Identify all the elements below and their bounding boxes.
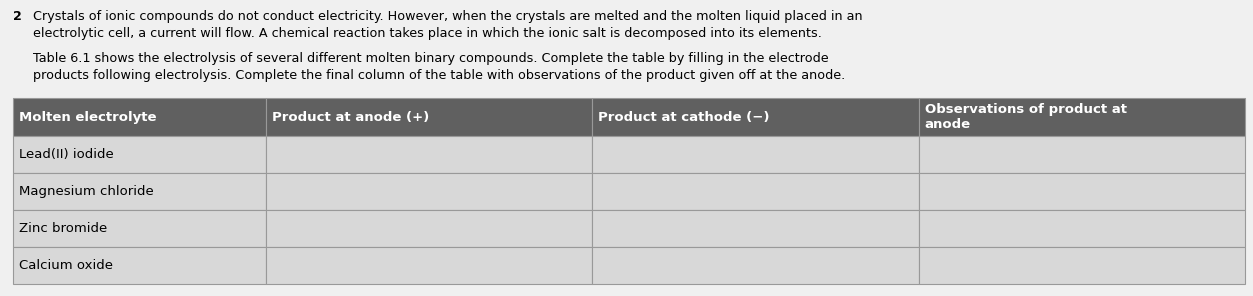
Bar	[266, 173, 591, 210]
Text: Crystals of ionic compounds do not conduct electricity. However, when the crysta: Crystals of ionic compounds do not condu…	[33, 10, 862, 23]
Bar	[266, 210, 591, 247]
Text: 2: 2	[13, 10, 21, 23]
Bar	[591, 98, 918, 136]
Bar	[13, 247, 266, 284]
Text: Molten electrolyte: Molten electrolyte	[19, 110, 157, 123]
Text: Observations of product at
anode: Observations of product at anode	[925, 103, 1126, 131]
Bar	[13, 98, 266, 136]
Text: Product at cathode (−): Product at cathode (−)	[598, 110, 769, 123]
Text: electrolytic cell, a current will flow. A chemical reaction takes place in which: electrolytic cell, a current will flow. …	[33, 27, 822, 40]
Bar	[13, 210, 266, 247]
Bar	[266, 247, 591, 284]
Bar	[591, 136, 918, 173]
Bar	[266, 98, 591, 136]
Text: products following electrolysis. Complete the final column of the table with obs: products following electrolysis. Complet…	[33, 69, 846, 82]
Bar	[918, 136, 1245, 173]
Bar	[918, 210, 1245, 247]
Text: Zinc bromide: Zinc bromide	[19, 222, 108, 235]
Text: Magnesium chloride: Magnesium chloride	[19, 185, 154, 198]
Text: Lead(II) iodide: Lead(II) iodide	[19, 148, 114, 161]
Bar	[266, 136, 591, 173]
Bar	[591, 210, 918, 247]
Bar	[13, 173, 266, 210]
Text: Product at anode (+): Product at anode (+)	[272, 110, 429, 123]
Text: Calcium oxide: Calcium oxide	[19, 259, 113, 272]
Bar	[918, 173, 1245, 210]
Bar	[591, 173, 918, 210]
Bar	[13, 136, 266, 173]
Bar	[918, 247, 1245, 284]
Bar	[591, 247, 918, 284]
Bar	[918, 98, 1245, 136]
Text: Table 6.1 shows the electrolysis of several different molten binary compounds. C: Table 6.1 shows the electrolysis of seve…	[33, 52, 828, 65]
